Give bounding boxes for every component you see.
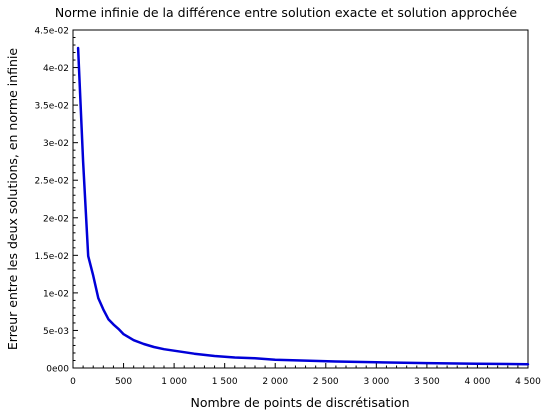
y-axis-label: Erreur entre les deux solutions, en norm… (5, 48, 20, 351)
y-tick-label: 2e-02 (43, 214, 69, 224)
x-tick-label: 2 500 (313, 377, 339, 387)
plot-area (72, 29, 529, 369)
x-axis-ticks: 0 500 1 000 1 500 2 000 2 500 3 000 3 500 4 000 4… (70, 363, 541, 387)
y-tick-label: 4e-02 (43, 64, 69, 74)
y-tick-label: 2.5e-02 (34, 177, 69, 187)
y-tick-label: 3.5e-02 (34, 102, 69, 112)
x-tick-label: 0 (70, 377, 76, 387)
y-tick-label: 0e00 (46, 365, 69, 375)
x-axis-label: Nombre de points de discrétisation (190, 395, 409, 410)
x-tick-label: 2 000 (262, 377, 288, 387)
y-axis-ticks: 0e00 5e-03 1e-02 1.5e-02 2e-02 2.5e-02 3e-02 3.… (34, 27, 78, 375)
y-tick-label: 1e-02 (43, 289, 69, 299)
chart-title: Norme infinie de la différence entre sol… (55, 5, 518, 20)
y-tick-label: 1.5e-02 (34, 252, 69, 262)
x-tick-label: 1 500 (212, 377, 238, 387)
x-tick-label: 1 000 (161, 377, 187, 387)
x-tick-label: 3 500 (414, 377, 440, 387)
series-group (76, 46, 530, 366)
x-tick-label: 4 000 (465, 377, 491, 387)
y-tick-label: 5e-03 (43, 327, 69, 337)
x-tick-label: 3 000 (363, 377, 389, 387)
x-tick-label: 500 (115, 377, 132, 387)
y-tick-label: 3e-02 (43, 139, 69, 149)
x-tick-label: 4 500 (515, 377, 541, 387)
y-tick-label: 4.5e-02 (34, 27, 69, 37)
series-line-0 (76, 46, 530, 366)
